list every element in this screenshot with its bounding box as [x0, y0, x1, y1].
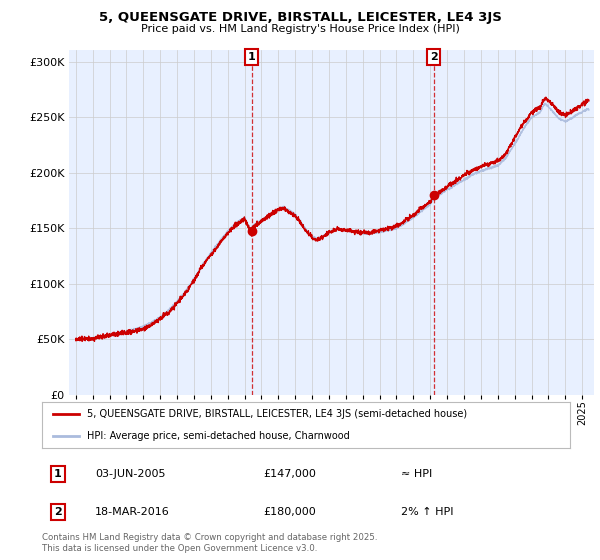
Text: £180,000: £180,000	[264, 507, 317, 517]
Text: £147,000: £147,000	[264, 469, 317, 479]
Text: 2: 2	[430, 52, 437, 62]
Text: 03-JUN-2005: 03-JUN-2005	[95, 469, 166, 479]
Text: Contains HM Land Registry data © Crown copyright and database right 2025.
This d: Contains HM Land Registry data © Crown c…	[42, 533, 377, 553]
Text: HPI: Average price, semi-detached house, Charnwood: HPI: Average price, semi-detached house,…	[87, 431, 350, 441]
Text: 2: 2	[54, 507, 62, 517]
Text: 5, QUEENSGATE DRIVE, BIRSTALL, LEICESTER, LE4 3JS: 5, QUEENSGATE DRIVE, BIRSTALL, LEICESTER…	[98, 11, 502, 24]
Text: 1: 1	[248, 52, 256, 62]
Text: 18-MAR-2016: 18-MAR-2016	[95, 507, 170, 517]
Text: 2% ↑ HPI: 2% ↑ HPI	[401, 507, 454, 517]
Text: 1: 1	[54, 469, 62, 479]
Text: 5, QUEENSGATE DRIVE, BIRSTALL, LEICESTER, LE4 3JS (semi-detached house): 5, QUEENSGATE DRIVE, BIRSTALL, LEICESTER…	[87, 409, 467, 419]
Text: Price paid vs. HM Land Registry's House Price Index (HPI): Price paid vs. HM Land Registry's House …	[140, 24, 460, 34]
Text: ≈ HPI: ≈ HPI	[401, 469, 432, 479]
